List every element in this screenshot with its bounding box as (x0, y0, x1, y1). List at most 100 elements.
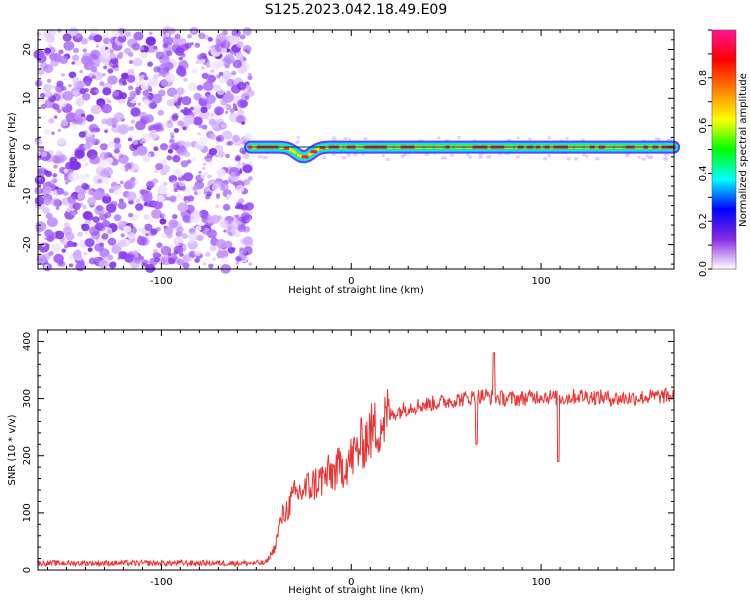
noise-blob (119, 82, 123, 86)
noise-speckle (670, 137, 673, 141)
noise-blob (77, 231, 83, 237)
noise-blob (46, 78, 52, 83)
noise-blob (129, 143, 138, 152)
noise-blob (148, 101, 157, 110)
noise-blob (124, 162, 132, 170)
noise-blob (223, 229, 227, 233)
noise-blob (216, 168, 226, 177)
noise-blob (236, 41, 244, 48)
noise-blob (101, 233, 109, 240)
noise-blob (45, 212, 53, 219)
noise-blob (169, 195, 177, 202)
noise-blob (68, 171, 80, 182)
noise-speckle (441, 156, 445, 160)
noise-blob (244, 95, 249, 100)
carrier-peak-mark (319, 146, 326, 150)
noise-blob (218, 71, 224, 76)
noise-blob (184, 42, 192, 49)
noise-blob (113, 137, 121, 144)
noise-blob (243, 236, 253, 246)
noise-blob (62, 191, 69, 196)
noise-blob (63, 40, 75, 51)
snr-y-tick-label: 100 (22, 503, 33, 522)
noise-blob (153, 45, 158, 50)
noise-blob (188, 238, 195, 244)
noise-blob (155, 163, 164, 171)
noise-blob (159, 218, 167, 225)
noise-blob (58, 99, 67, 108)
noise-blob (205, 194, 211, 200)
noise-blob (57, 128, 62, 132)
noise-blob (89, 62, 94, 66)
snr-x-tick-label: 0 (348, 577, 354, 588)
noise-blob (92, 216, 100, 223)
noise-blob (135, 198, 141, 203)
noise-blob (181, 96, 192, 106)
carrier-peak-mark (283, 146, 289, 150)
spectrogram-y-tick-label: -10 (22, 188, 33, 204)
colorbar-tick-label: 0.8 (698, 70, 709, 86)
noise-blob (229, 108, 235, 113)
noise-blob (111, 28, 121, 37)
noise-blob (165, 196, 171, 201)
noise-blob (194, 42, 200, 48)
noise-blob (126, 74, 136, 83)
noise-blob (220, 185, 226, 191)
noise-blob (153, 200, 163, 210)
noise-blob (51, 131, 55, 135)
noise-speckle (648, 155, 652, 159)
noise-blob (194, 257, 200, 263)
noise-blob (198, 81, 203, 86)
noise-blob (127, 96, 133, 102)
noise-blob (132, 250, 139, 256)
noise-blob (243, 179, 251, 186)
noise-blob (40, 92, 46, 98)
noise-blob (198, 170, 202, 174)
noise-blob (177, 259, 185, 266)
noise-blob (135, 203, 144, 211)
noise-speckle (457, 136, 461, 140)
noise-blob (226, 48, 231, 53)
snr-x-label: Height of straight line (km) (288, 585, 424, 596)
noise-blob (132, 57, 143, 67)
noise-speckle (382, 154, 385, 158)
noise-blob (176, 226, 184, 233)
spectrogram-y-tick-label: -20 (22, 236, 33, 252)
noise-blob (153, 256, 160, 263)
noise-blob (85, 136, 97, 146)
noise-blob (156, 194, 165, 202)
noise-blob (113, 214, 122, 222)
noise-blob (93, 34, 103, 43)
noise-blob (140, 83, 149, 91)
noise-speckle (595, 157, 600, 161)
noise-blob (36, 176, 42, 181)
noise-blob (144, 223, 153, 231)
noise-blob (75, 98, 85, 107)
noise-speckle (547, 154, 551, 158)
noise-blob (67, 195, 77, 204)
noise-blob (41, 151, 48, 157)
noise-blob (152, 251, 161, 259)
snr-y-tick-label: 200 (22, 446, 33, 465)
spectrogram-plot-area (33, 26, 681, 274)
noise-blob (118, 198, 124, 203)
noise-blob (90, 49, 101, 60)
noise-blob (235, 184, 245, 194)
noise-blob (69, 160, 81, 171)
noise-blob (52, 173, 58, 178)
noise-blob (208, 118, 217, 126)
noise-blob (145, 233, 149, 237)
noise-speckle (343, 137, 348, 140)
noise-blob (241, 204, 248, 211)
noise-blob (97, 159, 107, 168)
noise-blob (158, 73, 163, 77)
noise-blob (235, 256, 242, 262)
noise-blob (56, 187, 65, 195)
noise-speckle (342, 156, 347, 160)
noise-blob (62, 90, 74, 101)
noise-blob (235, 261, 240, 265)
noise-speckle (403, 153, 407, 156)
spectrogram-y-tick-label: 0 (22, 144, 33, 150)
noise-blob (79, 70, 83, 74)
noise-blob (174, 33, 181, 39)
